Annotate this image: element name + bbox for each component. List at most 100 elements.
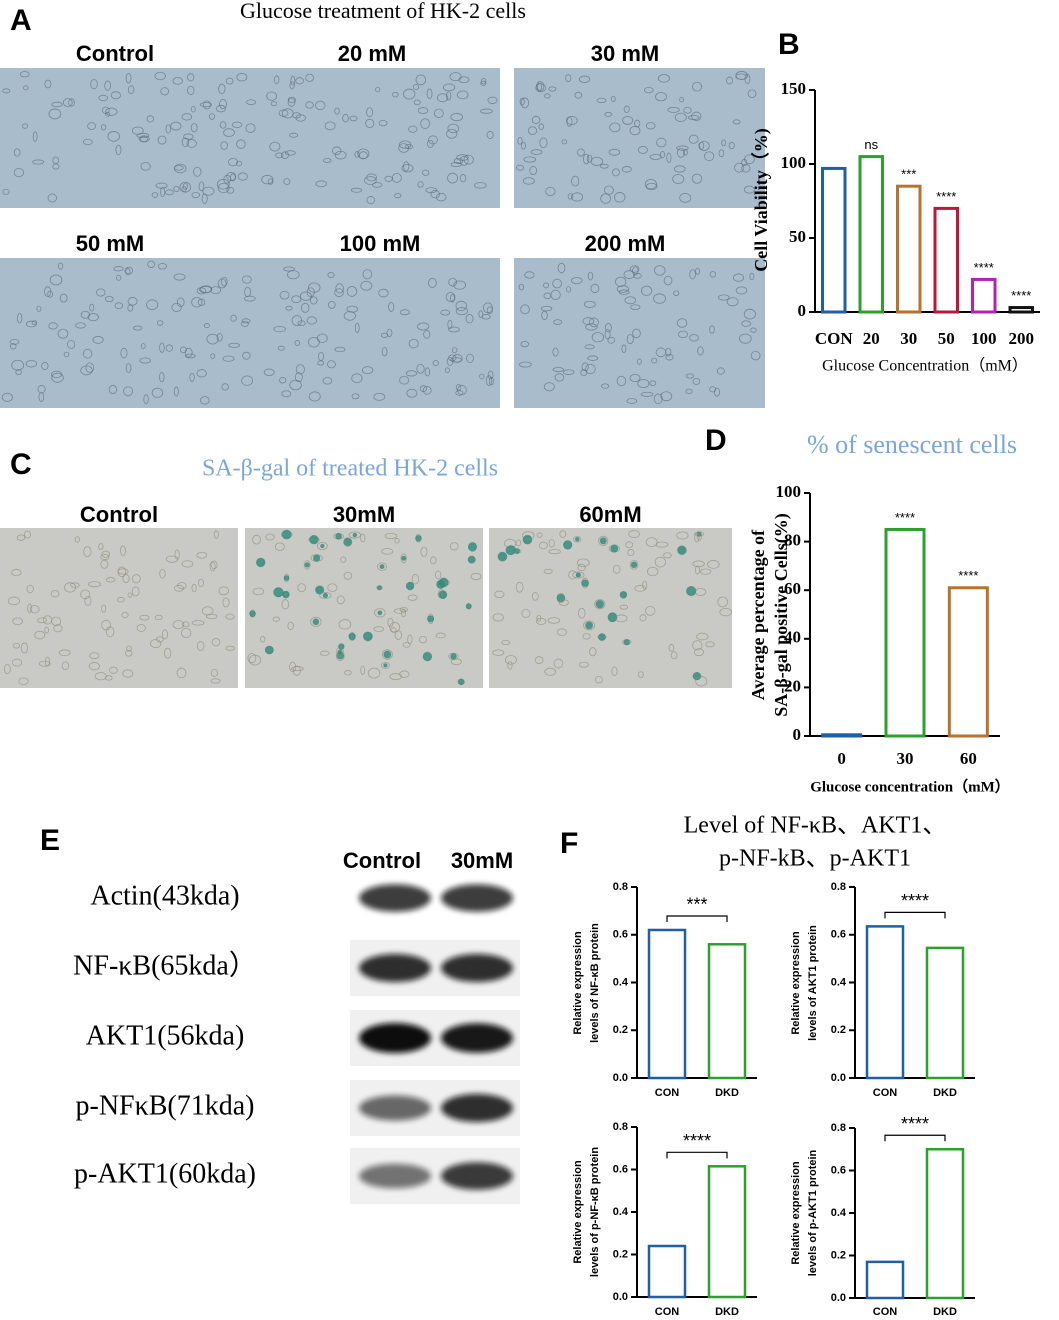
y-axis-label: levels of NF-κB protein bbox=[589, 923, 601, 1043]
y-tick-label: 0.6 bbox=[831, 1164, 846, 1176]
cell bbox=[190, 123, 198, 133]
cell bbox=[96, 288, 106, 297]
cell bbox=[291, 666, 304, 672]
cell bbox=[544, 667, 556, 676]
cell bbox=[171, 302, 182, 312]
cell bbox=[447, 172, 458, 184]
x-tick-label: 50 bbox=[938, 329, 955, 348]
cell bbox=[587, 355, 599, 361]
cell bbox=[366, 107, 374, 118]
stained-cell bbox=[352, 532, 358, 538]
cell bbox=[583, 300, 596, 308]
cell bbox=[665, 347, 672, 357]
cell bbox=[413, 99, 421, 106]
x-axis-label: Glucose concentration（mM） bbox=[810, 777, 1010, 795]
cell bbox=[695, 267, 701, 275]
cell bbox=[455, 307, 468, 316]
bar bbox=[1008, 306, 1034, 314]
cell bbox=[744, 154, 755, 165]
image-label: 30 mM bbox=[591, 41, 659, 66]
stained-cell bbox=[575, 572, 581, 578]
cell bbox=[436, 93, 449, 103]
stained-cell bbox=[315, 585, 325, 595]
cell bbox=[726, 76, 734, 85]
cell bbox=[231, 121, 243, 128]
cell bbox=[417, 107, 429, 114]
cell bbox=[89, 303, 95, 312]
cell bbox=[428, 135, 438, 145]
cell bbox=[398, 143, 410, 153]
cell bbox=[220, 141, 229, 150]
stained-cell bbox=[436, 580, 446, 589]
cell bbox=[571, 175, 580, 187]
cell bbox=[191, 296, 203, 308]
cell bbox=[173, 386, 179, 397]
cell bbox=[252, 534, 261, 545]
cell bbox=[20, 642, 29, 654]
cell bbox=[269, 141, 281, 152]
row-label: NF-κB(65kda） bbox=[73, 949, 257, 981]
cell bbox=[360, 280, 373, 291]
cell bbox=[197, 298, 206, 306]
cell bbox=[156, 320, 164, 326]
cell bbox=[300, 302, 310, 313]
cell bbox=[685, 373, 695, 379]
cell bbox=[625, 541, 634, 549]
cell bbox=[692, 377, 701, 385]
cell bbox=[104, 675, 113, 681]
cell bbox=[603, 185, 614, 195]
cell bbox=[537, 82, 543, 91]
cell bbox=[380, 662, 390, 669]
cell bbox=[520, 97, 530, 109]
cell bbox=[196, 551, 208, 559]
cell bbox=[199, 396, 210, 405]
cell bbox=[275, 152, 284, 159]
cell bbox=[540, 305, 553, 312]
row-label: p-AKT1(60kda) bbox=[74, 1158, 256, 1189]
cell bbox=[548, 539, 555, 548]
cell bbox=[694, 565, 701, 575]
cell bbox=[62, 98, 73, 107]
cell bbox=[582, 153, 590, 165]
cell bbox=[433, 108, 444, 118]
cell bbox=[32, 159, 45, 165]
cell bbox=[181, 113, 193, 121]
cell bbox=[32, 131, 38, 142]
cell bbox=[181, 621, 190, 628]
cell bbox=[618, 289, 630, 295]
cell bbox=[750, 350, 761, 361]
cell bbox=[584, 344, 595, 350]
cell bbox=[89, 652, 100, 660]
panel-title: SA-β-gal of treated HK-2 cells bbox=[202, 456, 498, 482]
cell bbox=[637, 671, 644, 678]
cell bbox=[125, 268, 131, 276]
cell bbox=[82, 348, 93, 359]
cell bbox=[48, 322, 58, 330]
cell bbox=[600, 193, 612, 204]
cell bbox=[716, 367, 725, 375]
cell bbox=[51, 370, 62, 379]
x-tick-label: CON bbox=[873, 1306, 898, 1318]
cell bbox=[240, 320, 249, 327]
cell bbox=[698, 140, 710, 151]
cell bbox=[210, 560, 218, 570]
cell bbox=[267, 178, 274, 185]
cell bbox=[228, 342, 241, 348]
cell bbox=[739, 333, 752, 344]
cell bbox=[482, 302, 493, 314]
significance-bracket bbox=[884, 1134, 946, 1142]
cell bbox=[210, 669, 219, 677]
cell bbox=[25, 360, 38, 368]
bar bbox=[947, 586, 989, 738]
cell bbox=[172, 620, 185, 630]
cell bbox=[676, 531, 689, 540]
cell bbox=[284, 150, 296, 156]
cell bbox=[622, 116, 634, 125]
cell bbox=[401, 164, 414, 173]
stained-cell bbox=[581, 579, 589, 587]
cell bbox=[676, 318, 688, 328]
cell bbox=[408, 125, 418, 133]
cell bbox=[428, 277, 437, 288]
stained-cell bbox=[630, 561, 638, 569]
cell bbox=[198, 181, 205, 192]
